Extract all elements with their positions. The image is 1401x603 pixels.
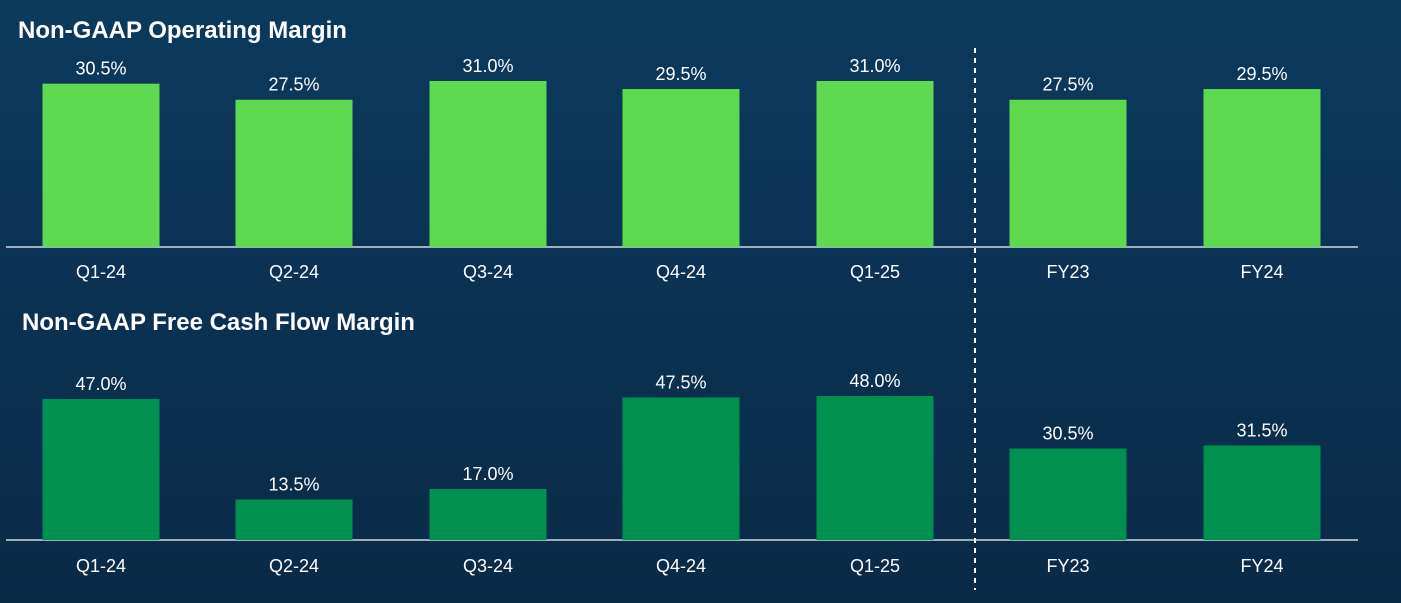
operating-tick-label-q1-25: Q1-25 bbox=[850, 262, 900, 282]
fcf-data-label-fy23: 30.5% bbox=[1042, 424, 1093, 444]
operating-tick-label-fy24: FY24 bbox=[1240, 262, 1283, 282]
operating-data-label-q2-24: 27.5% bbox=[268, 75, 319, 95]
fcf-bar-fy23 bbox=[1009, 448, 1127, 540]
operating-bar-q1-24 bbox=[42, 83, 160, 247]
fcf-bar-q1-25 bbox=[816, 396, 934, 540]
fcf-tick-label-fy24: FY24 bbox=[1240, 556, 1283, 576]
fcf-bar-q1-24 bbox=[42, 399, 160, 540]
operating-data-label-fy23: 27.5% bbox=[1042, 75, 1093, 95]
fcf-bar-q2-24 bbox=[235, 499, 353, 540]
operating-data-label-q1-25: 31.0% bbox=[849, 56, 900, 76]
operating-tick-label-q2-24: Q2-24 bbox=[269, 262, 319, 282]
fcf-bar-q4-24 bbox=[622, 397, 740, 540]
operating-data-label-fy24: 29.5% bbox=[1236, 64, 1287, 84]
fcf-tick-label-fy23: FY23 bbox=[1046, 556, 1089, 576]
fcf-margin-title: Non-GAAP Free Cash Flow Margin bbox=[22, 309, 415, 336]
operating-tick-label-q3-24: Q3-24 bbox=[463, 262, 513, 282]
operating-data-label-q1-24: 30.5% bbox=[75, 59, 126, 79]
operating-bar-fy23 bbox=[1009, 99, 1127, 247]
operating-bar-q4-24 bbox=[622, 89, 740, 247]
fcf-tick-label-q2-24: Q2-24 bbox=[269, 556, 319, 576]
fcf-tick-label-q3-24: Q3-24 bbox=[463, 556, 513, 576]
operating-margin-chart: 30.5% Q1-24 27.5% Q2-24 31.0% Q3-24 29.5% Q4-24… bbox=[6, 56, 1358, 282]
operating-tick-label-q1-24: Q1-24 bbox=[76, 262, 126, 282]
operating-bar-q3-24 bbox=[429, 81, 547, 247]
fcf-data-label-q1-24: 47.0% bbox=[75, 374, 126, 394]
fcf-data-label-q3-24: 17.0% bbox=[462, 464, 513, 484]
operating-bar-fy24 bbox=[1203, 89, 1321, 247]
operating-tick-label-q4-24: Q4-24 bbox=[656, 262, 706, 282]
operating-tick-label-fy23: FY23 bbox=[1046, 262, 1089, 282]
operating-bar-q2-24 bbox=[235, 99, 353, 247]
fcf-data-label-q2-24: 13.5% bbox=[268, 475, 319, 495]
operating-data-label-q4-24: 29.5% bbox=[655, 64, 706, 84]
fcf-tick-label-q1-25: Q1-25 bbox=[850, 556, 900, 576]
fcf-bar-fy24 bbox=[1203, 445, 1321, 540]
fcf-data-label-fy24: 31.5% bbox=[1236, 421, 1287, 441]
operating-bar-q1-25 bbox=[816, 81, 934, 247]
fcf-tick-label-q4-24: Q4-24 bbox=[656, 556, 706, 576]
operating-margin-title: Non-GAAP Operating Margin bbox=[18, 17, 347, 44]
fcf-tick-label-q1-24: Q1-24 bbox=[76, 556, 126, 576]
operating-data-label-q3-24: 31.0% bbox=[462, 56, 513, 76]
fcf-margin-chart: 47.0% Q1-24 13.5% Q2-24 17.0% Q3-24 47.5% Q4-24… bbox=[6, 371, 1358, 576]
fcf-bar-q3-24 bbox=[429, 489, 547, 540]
fcf-data-label-q1-25: 48.0% bbox=[849, 371, 900, 391]
fcf-data-label-q4-24: 47.5% bbox=[655, 373, 706, 393]
